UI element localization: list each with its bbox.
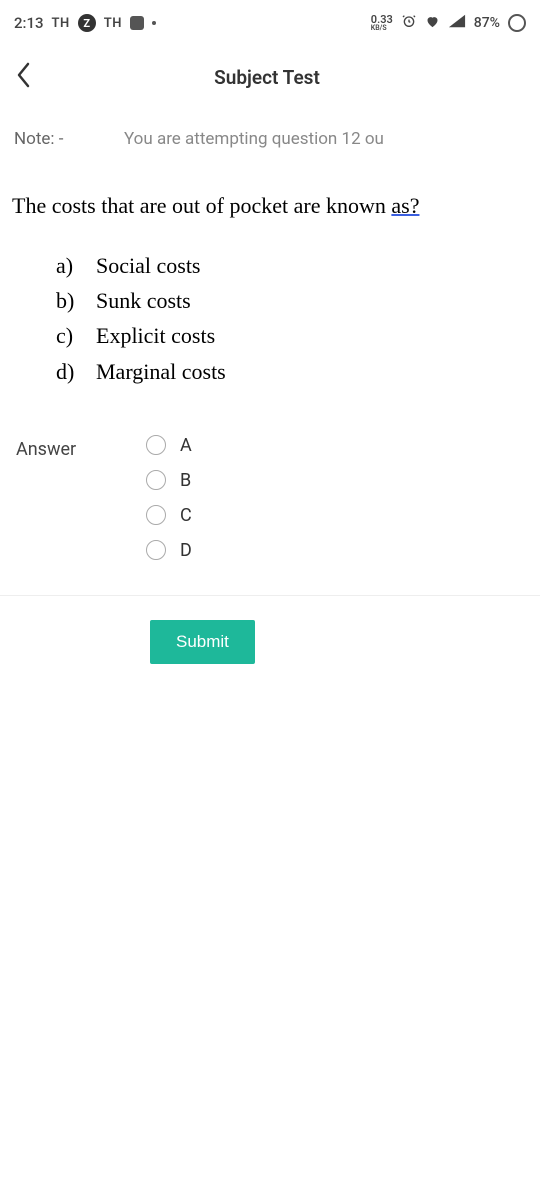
note-text: You are attempting question 12 ou [124,129,384,149]
radio-label-b: B [180,470,191,491]
answer-label: Answer [16,435,146,585]
radio-option-c[interactable]: C [146,505,192,526]
page-title: Subject Test [10,66,524,89]
radio-label-d: D [180,540,192,561]
radio-icon [146,435,166,455]
question-underlined: as? [391,193,419,218]
battery-icon [508,14,526,32]
network-speed: 0.33 KB/S [371,15,393,31]
question-text: The costs that are out of pocket are kno… [12,193,419,218]
answer-section: Answer A B C D [0,399,540,596]
radio-label-c: C [180,505,192,526]
option-b-letter: b) [56,283,82,318]
status-left: 2:13 TH Z TH [14,14,156,32]
question-prefix: The costs that are out of pocket are kno… [12,193,391,218]
radio-option-d[interactable]: D [146,540,192,561]
options-block: a) Social costs b) Sunk costs c) Explici… [0,232,540,399]
svg-text:x: x [451,13,455,22]
heart-icon [425,14,440,33]
signal-icon: x [448,13,466,33]
option-d-letter: d) [56,354,82,389]
option-d: d) Marginal costs [56,354,528,389]
battery-percentage: 87% [474,15,500,31]
zoom-badge-icon: Z [78,14,96,32]
option-c: c) Explicit costs [56,318,528,353]
status-time: 2:13 [14,14,44,32]
option-b-text: Sunk costs [96,283,191,318]
radio-icon [146,470,166,490]
status-bar: 2:13 TH Z TH 0.33 KB/S x 87% [0,0,540,44]
alarm-icon [401,13,417,33]
radio-icon [146,540,166,560]
option-d-text: Marginal costs [96,354,226,389]
answer-radio-group: A B C D [146,435,192,585]
record-icon [130,16,144,30]
note-row: Note: - You are attempting question 12 o… [0,115,540,159]
radio-option-b[interactable]: B [146,470,192,491]
page-header: Subject Test [0,44,540,115]
note-label: Note: - [14,129,124,149]
option-c-text: Explicit costs [96,318,215,353]
option-a: a) Social costs [56,248,528,283]
option-a-text: Social costs [96,248,201,283]
option-b: b) Sunk costs [56,283,528,318]
option-a-letter: a) [56,248,82,283]
radio-option-a[interactable]: A [146,435,192,456]
radio-label-a: A [180,435,192,456]
th-label-2: TH [104,16,122,31]
submit-button[interactable]: Submit [150,620,255,664]
th-label-1: TH [52,16,70,31]
option-c-letter: c) [56,318,82,353]
dot-icon [152,21,156,25]
radio-icon [146,505,166,525]
status-right: 0.33 KB/S x 87% [371,13,526,33]
question-block: The costs that are out of pocket are kno… [0,159,540,232]
submit-row: Submit [0,596,540,664]
